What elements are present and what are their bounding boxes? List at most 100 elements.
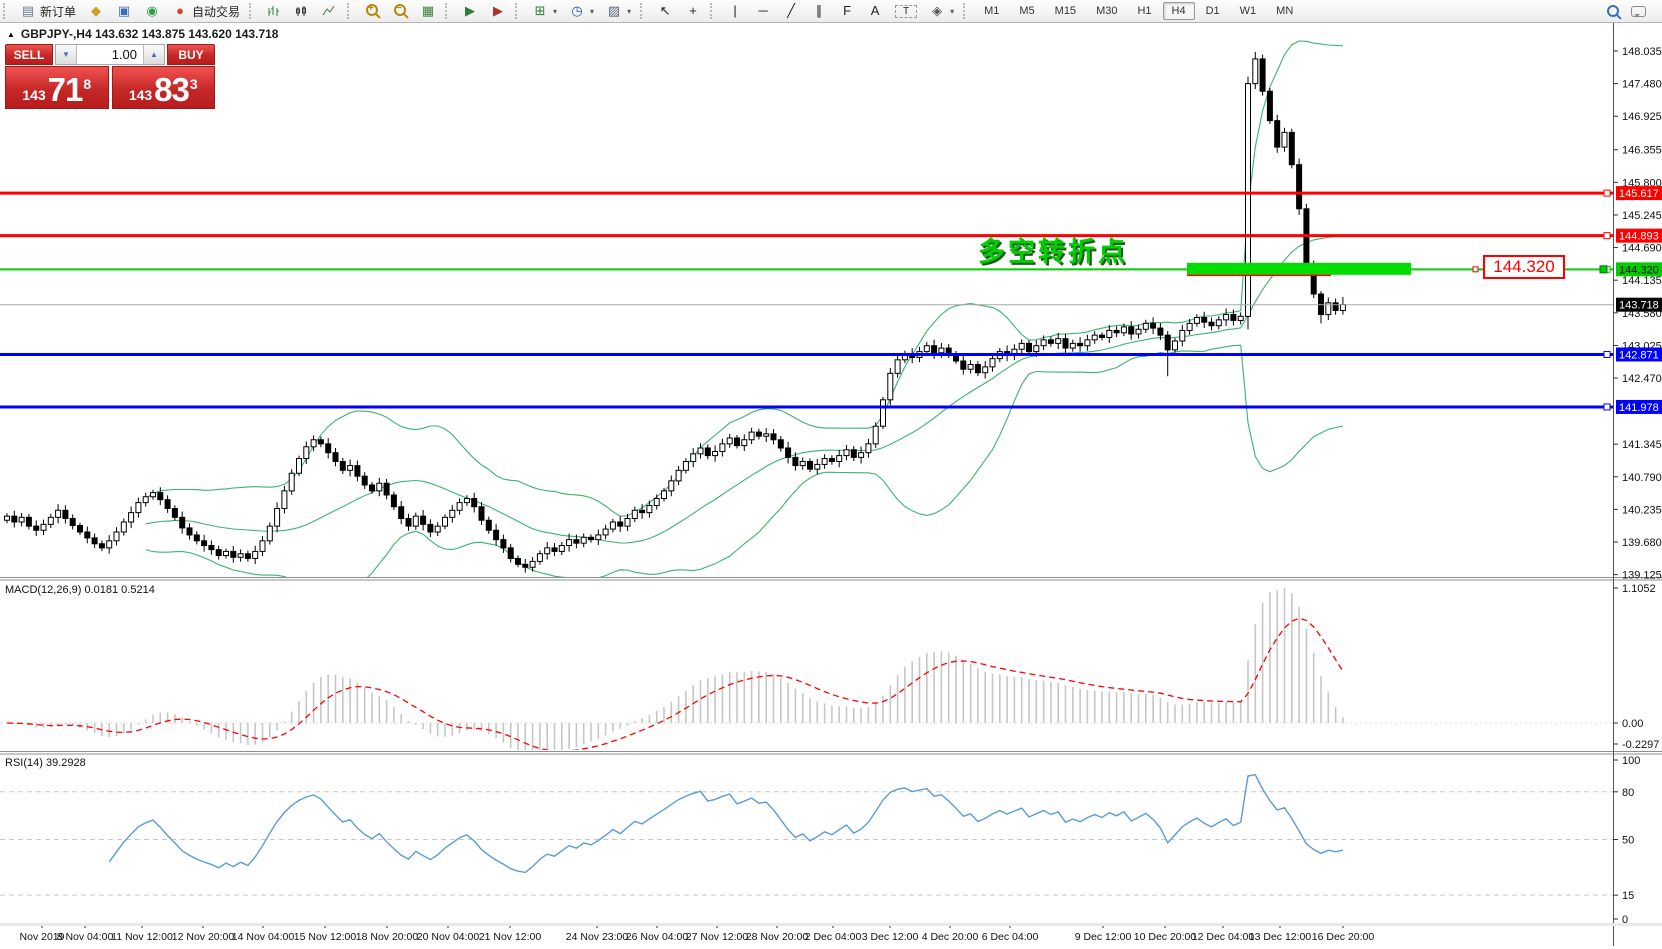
zoom-out-button[interactable]: −: [386, 1, 414, 22]
fibonacci-icon: F: [843, 3, 852, 18]
svg-text:142.871: 142.871: [1619, 349, 1659, 361]
chart-symbol-title: ▲ GBPJPY-,H4 143.632 143.875 143.620 143…: [7, 27, 278, 41]
dropdown-arrow-icon[interactable]: ▾: [553, 6, 558, 16]
price-tick-label: 144.690: [1622, 243, 1662, 255]
gold-nugget-icon: ◆: [91, 3, 102, 18]
horizontal-line-button[interactable]: ─: [749, 1, 777, 21]
time-tick-label: 3 Dec 12:00: [862, 931, 919, 943]
time-tick-label: 15 Nov 12:00: [294, 931, 357, 943]
label-button[interactable]: T: [889, 2, 923, 21]
market-window-button[interactable]: ▣: [110, 1, 138, 21]
price-tag: 143.718: [1616, 297, 1662, 312]
gold-nugget-button[interactable]: ◆: [82, 1, 110, 21]
rsi-axis-label: 50: [1622, 835, 1634, 847]
dropdown-arrow-icon[interactable]: ▾: [950, 6, 955, 16]
time-tick-label: 16 Dec 20:00: [1312, 931, 1375, 943]
timeframe-h1[interactable]: H1: [1137, 5, 1152, 17]
time-tick-label: 12 Dec 04:00: [1192, 931, 1255, 943]
timeframe-h4[interactable]: H4: [1162, 2, 1195, 20]
timeframe-m30[interactable]: M30: [1096, 5, 1118, 17]
hline-anchor[interactable]: [1603, 350, 1611, 358]
pivot-zone-bar[interactable]: [1187, 262, 1608, 277]
buy-price-display[interactable]: 143 83 3: [111, 66, 215, 109]
zoom-in-button[interactable]: +: [358, 1, 386, 22]
symbol-ohlc-text: GBPJPY-,H4 143.632 143.875 143.620 143.7…: [20, 27, 279, 41]
line-chart-icon: [322, 5, 338, 18]
chat-button[interactable]: [1625, 3, 1652, 20]
vertical-line-button[interactable]: |: [721, 1, 749, 21]
toolbar-grip: [640, 3, 647, 19]
bollinger-bands: [145, 40, 1344, 577]
candlestick-chart-button[interactable]: [288, 2, 316, 21]
buy-price-bigfigure: 143: [128, 87, 153, 103]
price-callout-144320[interactable]: 144.320: [1483, 255, 1565, 279]
timeframe-m1[interactable]: M1: [984, 5, 1000, 17]
bar-chart-button[interactable]: [260, 2, 288, 21]
sell-price-display[interactable]: 143 71 8: [5, 66, 109, 109]
rsi-line: [108, 773, 1344, 874]
tile-windows-button[interactable]: ▦: [414, 1, 442, 21]
dropdown-arrow-icon[interactable]: ▾: [627, 6, 632, 16]
rsi-axis-label: 100: [1622, 755, 1640, 767]
zoom-out-icon: −: [392, 3, 408, 19]
channel-button[interactable]: ∥: [805, 1, 833, 21]
time-tick-label: 24 Nov 23:00: [566, 931, 629, 943]
indicators-button[interactable]: ⊞ ▾: [526, 1, 563, 21]
time-tick-label: 12 Nov 20:00: [172, 931, 235, 943]
sell-price-point: 8: [83, 76, 92, 92]
zoom-in-icon: +: [364, 3, 380, 19]
timeframe-mn[interactable]: MN: [1276, 5, 1294, 17]
timeframe-m5[interactable]: M5: [1019, 5, 1035, 17]
cursor-button[interactable]: ↖: [651, 1, 679, 21]
autotrade-button[interactable]: ● 自动交易: [166, 0, 246, 23]
time-tick-label: 9 Dec 12:00: [1075, 931, 1132, 943]
trendline-button[interactable]: ╱: [777, 1, 805, 21]
text-button[interactable]: A: [861, 1, 889, 21]
bull-bear-pivot-annotation[interactable]: 多空转折点: [978, 237, 1128, 268]
price-tick-label: 140.790: [1622, 472, 1662, 484]
price-tag: 141.978: [1616, 399, 1662, 414]
chat-icon: [1631, 5, 1646, 17]
search-button[interactable]: [1601, 2, 1625, 20]
new-order-icon: ▤: [21, 3, 35, 18]
hline-anchor[interactable]: [1603, 403, 1611, 411]
buy-button[interactable]: BUY: [167, 44, 215, 65]
fibonacci-button[interactable]: F: [833, 1, 861, 21]
toolbar-grip: [445, 3, 452, 19]
sell-button[interactable]: SELL: [5, 44, 53, 65]
dropdown-arrow-icon[interactable]: ▾: [590, 6, 595, 16]
time-tick-label: 28 Nov 20:00: [746, 931, 809, 943]
volume-input[interactable]: 1.00: [77, 45, 143, 64]
template-icon: ▨: [607, 3, 621, 18]
svg-text:144.893: 144.893: [1619, 231, 1659, 243]
volume-increase-button[interactable]: ▲: [143, 45, 164, 64]
new-order-label: 新订单: [40, 4, 77, 19]
arrows-button[interactable]: ◈ ▾: [923, 1, 960, 21]
collapse-triangle-icon[interactable]: ▲: [7, 29, 15, 39]
sell-price-bigfigure: 143: [22, 87, 46, 103]
new-order-button[interactable]: ▤ 新订单: [14, 0, 82, 23]
chart-shift-button[interactable]: ▶: [484, 1, 512, 21]
timeframe-m15[interactable]: M15: [1054, 5, 1077, 17]
timeframe-w1[interactable]: W1: [1239, 5, 1257, 17]
hline-anchor[interactable]: [1603, 189, 1611, 197]
time-tick-label: 18 Nov 20:00: [356, 931, 419, 943]
periods-button[interactable]: ◷ ▾: [563, 1, 600, 21]
template-button[interactable]: ▨ ▾: [600, 1, 637, 21]
time-tick-label: 10 Dec 20:00: [1134, 931, 1197, 943]
buy-price-pips: 83: [154, 71, 190, 108]
crosshair-button[interactable]: +: [679, 1, 707, 21]
auto-scroll-button[interactable]: ▶: [456, 1, 484, 21]
hline-anchor[interactable]: [1603, 232, 1611, 240]
time-tick-label: 20 Nov 04:00: [417, 931, 480, 943]
price-tag: 142.871: [1616, 347, 1662, 362]
line-chart-button[interactable]: [316, 2, 344, 21]
price-tick-label: 142.470: [1622, 373, 1662, 385]
volume-decrease-button[interactable]: ▼: [56, 45, 77, 64]
timeframe-d1[interactable]: D1: [1205, 5, 1220, 17]
candles: [4, 51, 1346, 573]
bar-chart-icon: [266, 5, 282, 18]
signal-button[interactable]: ◉: [138, 1, 166, 21]
